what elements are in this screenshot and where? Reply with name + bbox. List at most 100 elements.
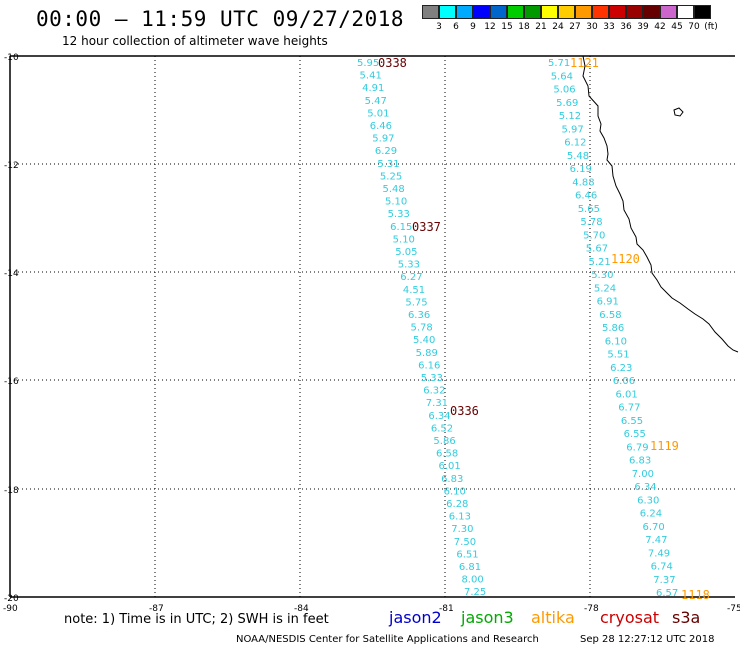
lon-tick-label: -75 — [727, 604, 740, 614]
wave-height-value: 6.15 — [390, 222, 412, 233]
legend-swatch — [524, 5, 541, 19]
wave-height-value: 5.33 — [398, 260, 420, 271]
lon-tick-label: -87 — [149, 604, 164, 614]
legend-label: 15 — [501, 22, 513, 32]
wave-height-value: 5.10 — [385, 197, 407, 208]
wave-height-value: 6.46 — [370, 121, 392, 132]
lat-tick-label: -14 — [4, 269, 19, 279]
legend-label: 33 — [603, 22, 615, 32]
wave-height-value: 5.67 — [586, 244, 608, 255]
legend-swatch — [422, 5, 439, 19]
legend-label: 18 — [518, 22, 530, 32]
wave-height-value: 5.64 — [551, 71, 573, 82]
satellite-name: s3a — [672, 608, 701, 627]
map-frame — [9, 55, 735, 598]
wave-height-value: 6.13 — [449, 512, 471, 523]
legend-label: 42 — [654, 22, 666, 32]
wave-height-value: 5.95 — [357, 58, 379, 69]
wave-height-value: 5.48 — [567, 151, 589, 162]
wave-height-value: 5.48 — [382, 184, 404, 195]
legend-label: 3 — [436, 22, 442, 32]
wave-height-value: 5.33 — [388, 209, 410, 220]
wave-height-value: 5.10 — [393, 234, 415, 245]
wave-height-value: 5.78 — [411, 323, 433, 334]
legend-swatch — [439, 5, 456, 19]
legend-label: 30 — [586, 22, 598, 32]
wave-height-value: 6.24 — [640, 509, 662, 520]
wave-height-value: 6.91 — [597, 297, 619, 308]
wave-height-value: 6.58 — [436, 449, 458, 460]
wave-height-value: 7.25 — [464, 587, 486, 598]
wave-height-value: 6.27 — [400, 272, 422, 283]
wave-height-value: 5.40 — [413, 335, 435, 346]
timestamp-text: Sep 28 12:27:12 UTC 2018 — [580, 634, 715, 645]
wave-height-value: 7.37 — [653, 575, 675, 586]
legend-swatch — [558, 5, 575, 19]
legend-swatch — [643, 5, 660, 19]
lat-tick-label: -12 — [4, 161, 19, 171]
wave-height-value: 5.12 — [559, 111, 581, 122]
pass-time-label: 0337 — [412, 220, 441, 234]
wave-height-value: 5.71 — [548, 58, 570, 69]
wave-height-value: 5.33 — [421, 373, 443, 384]
legend-label: 24 — [552, 22, 564, 32]
legend-swatch — [541, 5, 558, 19]
legend-swatch — [490, 5, 507, 19]
wave-height-value: 5.21 — [589, 257, 611, 268]
legend-label: (ft) — [704, 22, 718, 32]
wave-height-value: 5.51 — [607, 350, 629, 361]
wave-height-value: 6.34 — [428, 411, 450, 422]
lat-tick-label: -18 — [4, 486, 19, 496]
wave-height-value: 5.01 — [367, 108, 389, 119]
wave-height-value: 5.05 — [395, 247, 417, 258]
wave-height-value: 7.50 — [454, 537, 476, 548]
wave-height-value: 6.10 — [605, 336, 627, 347]
wave-height-value: 7.00 — [632, 469, 654, 480]
wave-height-value: 6.52 — [431, 423, 453, 434]
wave-height-value: 6.77 — [618, 403, 640, 414]
legend-swatch — [660, 5, 677, 19]
axis-tick-labels: -90 -87 -84 -81 -78 -75 -10 -12 -14 -16 -18 -20 — [3, 53, 740, 614]
wave-height-value: 5.89 — [416, 348, 438, 359]
wave-height-value: 5.25 — [380, 171, 402, 182]
coastline — [582, 55, 739, 353]
page-subtitle: 12 hour collection of altimeter wave hei… — [62, 34, 328, 48]
legend-label: 70 — [688, 22, 700, 32]
legend-swatch — [677, 5, 694, 19]
satellite-name: altika — [531, 608, 575, 627]
wave-height-value: 4.88 — [572, 177, 594, 188]
wave-height-value: 5.97 — [372, 134, 394, 145]
lon-tick-label: -78 — [584, 604, 599, 614]
wave-height-value: 6.55 — [621, 416, 643, 427]
wave-height-value: 5.86 — [433, 436, 455, 447]
island-outline — [673, 107, 684, 117]
wave-height-value: 5.24 — [594, 283, 616, 294]
wave-height-value: 5.75 — [405, 297, 427, 308]
legend-label: 21 — [535, 22, 547, 32]
wave-height-value: 6.70 — [643, 522, 665, 533]
wave-height-value: 6.23 — [610, 363, 632, 374]
wave-height-value: 6.28 — [446, 499, 468, 510]
pass-time-label: 1119 — [650, 439, 679, 453]
wave-height-value: 5.65 — [578, 204, 600, 215]
lat-tick-label: -20 — [4, 594, 19, 604]
wave-height-value: 6.01 — [616, 389, 638, 400]
wave-height-value: 7.47 — [645, 535, 667, 546]
wave-height-value: 5.78 — [580, 217, 602, 228]
legend-swatch — [592, 5, 609, 19]
wave-height-value: 7.31 — [426, 398, 448, 409]
legend-swatch — [456, 5, 473, 19]
wave-height-value: 5.47 — [365, 96, 387, 107]
legend-label: 39 — [637, 22, 649, 32]
wave-height-value: 6.58 — [599, 310, 621, 321]
map-grid — [10, 56, 735, 597]
pass-time-label: 1118 — [681, 588, 710, 602]
wave-height-value: 4.51 — [403, 285, 425, 296]
legend-label: 36 — [620, 22, 632, 32]
legend-swatch — [507, 5, 524, 19]
wave-height-value: 5.86 — [602, 323, 624, 334]
wave-height-value: 6.01 — [439, 461, 461, 472]
altimeter-tracks: 5.955.414.915.475.016.465.976.295.315.25… — [357, 56, 710, 602]
lat-tick-label: -16 — [4, 377, 19, 387]
